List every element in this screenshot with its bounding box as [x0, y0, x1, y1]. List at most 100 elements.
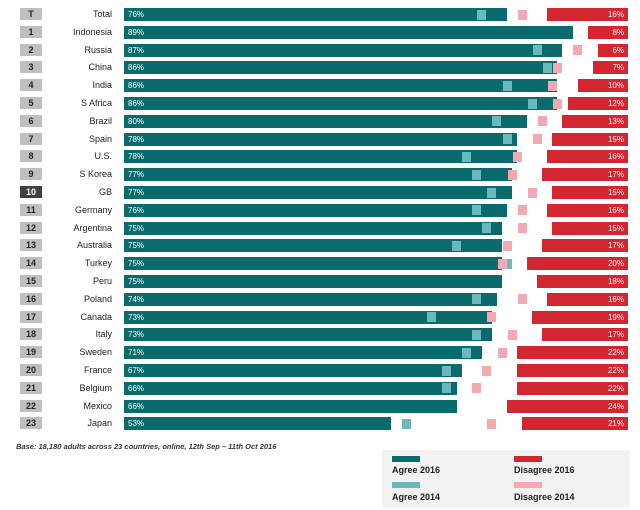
legend-label-agree-2016: Agree 2016 [392, 465, 441, 475]
disagree-2016-bar [552, 221, 628, 235]
disagree-2014-marker [507, 169, 517, 180]
country-label: Peru [92, 276, 112, 286]
agree-2014-marker [527, 98, 537, 109]
rank-box: 11 [20, 203, 42, 216]
rank-box: 8 [20, 150, 42, 163]
disagree-2016-bar [542, 168, 628, 182]
agree-2016-bar [124, 97, 558, 110]
agree-2016-bar [124, 275, 502, 288]
agree-2016-value: 66% [128, 383, 145, 393]
agree-2016-bar [124, 310, 492, 324]
agree-2014-marker [502, 80, 512, 91]
rank-box: 22 [20, 399, 42, 412]
agree-2016-value: 80% [128, 116, 145, 126]
chart-area: T Total 76% 16% 1 Indonesia 89% 8% 2 Russia 87% 6% 3… [20, 8, 628, 431]
disagree-2016-bar [552, 132, 628, 146]
disagree-2014-marker [532, 134, 542, 145]
agree-2016-bar [124, 61, 558, 75]
rank-box: 5 [20, 97, 42, 109]
disagree-2016-bar [567, 97, 628, 110]
disagree-2016-bar [532, 310, 628, 324]
agree-2016-bar [124, 399, 457, 413]
country-label: Spain [88, 133, 112, 144]
disagree-2014-marker [497, 347, 507, 358]
legend-label-agree-2014: Agree 2014 [392, 492, 441, 502]
rank-box: 1 [20, 25, 42, 38]
agree-2016-value: 86% [128, 81, 145, 91]
legend-swatch-disagree-2014 [514, 482, 542, 488]
agree-2016-bar [124, 25, 573, 39]
agree-2016-bar [124, 203, 508, 217]
disagree-2016-bar [507, 399, 628, 413]
agree-2016-value: 89% [128, 27, 145, 37]
agree-2014-marker [452, 240, 462, 251]
disagree-2016-bar [552, 186, 628, 199]
country-label: Canada [80, 311, 112, 322]
country-label: India [92, 80, 112, 91]
disagree-2014-marker [517, 223, 527, 234]
disagree-2014-marker [517, 205, 527, 216]
disagree-2014-marker [487, 418, 497, 429]
disagree-2016-value: 16% [607, 294, 624, 304]
country-label: Argentina [73, 222, 112, 233]
agree-2016-bar [124, 79, 558, 93]
disagree-2016-bar [587, 25, 628, 39]
legend-swatch-agree-2014 [392, 482, 420, 488]
agree-2016-bar [124, 221, 502, 235]
disagree-2016-bar [547, 8, 628, 21]
disagree-2016-value: 18% [607, 277, 624, 286]
disagree-2014-marker [482, 365, 492, 376]
rank-box: 2 [20, 43, 42, 56]
rank-box: 17 [20, 310, 42, 323]
disagree-2014-marker [547, 80, 557, 91]
agree-2016-value: 75% [128, 223, 145, 233]
country-label: France [83, 365, 112, 375]
agree-2016-bar [124, 239, 502, 253]
disagree-2016-bar [527, 257, 628, 271]
agree-2014-marker [542, 62, 552, 73]
country-label: S Korea [79, 169, 112, 180]
disagree-2016-bar [547, 292, 628, 306]
disagree-2016-bar [547, 203, 628, 217]
agree-2016-value: 76% [128, 205, 145, 215]
disagree-2014-marker [517, 9, 527, 20]
disagree-2014-marker [497, 258, 507, 269]
agree-2014-marker [482, 223, 492, 234]
country-label: GB [98, 187, 112, 197]
legend-swatch-agree-2016 [392, 456, 420, 462]
country-label: Russia [84, 44, 112, 55]
disagree-2014-marker [487, 312, 497, 323]
country-label: China [88, 62, 112, 73]
agree-2016-bar [124, 150, 518, 164]
agree-2016-value: 75% [128, 241, 145, 251]
rank-box: 20 [20, 364, 42, 376]
rank-box: 19 [20, 346, 42, 359]
disagree-2016-value: 16% [607, 205, 624, 215]
legend-swatch-disagree-2016 [514, 456, 542, 462]
disagree-2016-value: 15% [607, 223, 624, 233]
agree-2016-bar [124, 364, 462, 377]
disagree-2014-marker [573, 45, 583, 56]
disagree-2016-bar [547, 150, 628, 164]
agree-2016-bar [124, 381, 457, 395]
country-label: U.S. [94, 151, 112, 162]
disagree-2016-bar [597, 43, 628, 57]
agree-2016-bar [124, 114, 528, 128]
rank-box: 10 [20, 186, 42, 198]
agree-2014-marker [462, 151, 472, 162]
agree-2016-value: 74% [128, 294, 145, 304]
agree-2016-value: 77% [128, 170, 145, 180]
agree-2014-marker [502, 258, 512, 269]
rank-box: T [20, 8, 42, 20]
agree-2016-value: 77% [128, 188, 145, 197]
disagree-2016-value: 15% [607, 134, 624, 144]
disagree-2014-marker [552, 62, 562, 73]
disagree-2014-marker [507, 329, 517, 340]
disagree-2016-bar [517, 381, 628, 395]
disagree-2016-value: 16% [607, 10, 624, 19]
agree-2016-value: 75% [128, 277, 145, 286]
disagree-2016-value: 20% [607, 259, 624, 269]
agree-2014-marker [401, 418, 411, 429]
agree-2016-value: 87% [128, 45, 145, 55]
agree-2016-value: 73% [128, 330, 145, 340]
